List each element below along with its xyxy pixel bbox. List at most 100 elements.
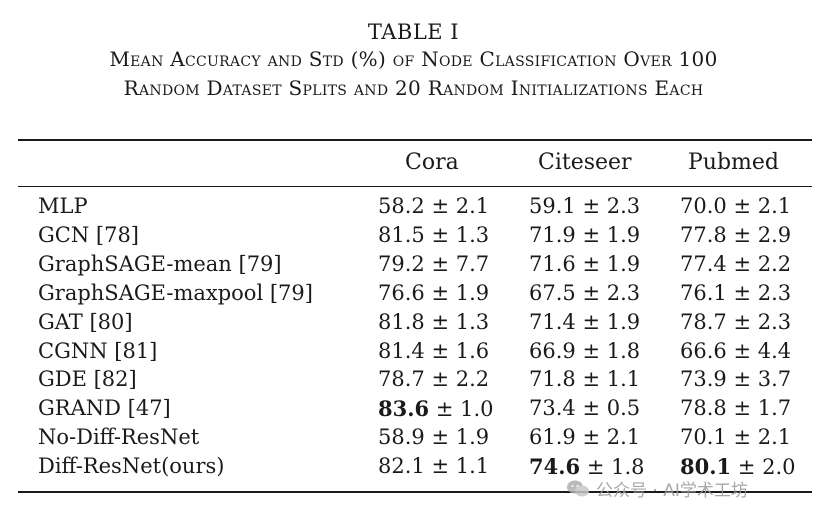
mean-value: 71.4 xyxy=(529,309,576,334)
wechat-icon xyxy=(567,480,589,496)
citeseer-value: 59.1 ± 2.3 xyxy=(529,194,640,218)
std-value: 1.9 xyxy=(455,280,490,305)
std-value: 2.1 xyxy=(757,425,792,450)
mean-value: 74.6 xyxy=(529,454,581,480)
method-name: GraphSAGE-mean [79] xyxy=(38,251,282,276)
cora-value: 81.5 ± 1.3 xyxy=(378,223,489,247)
pubmed-value: 73.9 ± 3.7 xyxy=(680,367,791,391)
cora-value: 78.7 ± 2.2 xyxy=(378,367,489,391)
mean-value: 76.6 xyxy=(378,280,425,305)
std-value: 2.1 xyxy=(757,194,792,218)
mean-value: 58.2 xyxy=(378,194,425,218)
plus-minus-symbol: ± xyxy=(431,454,450,479)
method-name: MLP xyxy=(38,194,88,218)
std-value: 1.9 xyxy=(455,425,490,450)
pubmed-value: 78.8 ± 1.7 xyxy=(680,396,791,420)
mean-value: 70.1 xyxy=(680,425,727,450)
plus-minus-symbol: ± xyxy=(733,280,752,305)
std-value: 1.0 xyxy=(460,397,494,422)
table-row: No-Diff-ResNet 58.9 ± 1.9 61.9 ± 2.1 70.1 ±… xyxy=(0,425,827,454)
std-value: 1.3 xyxy=(455,309,490,334)
cora-value: 76.6 ± 1.9 xyxy=(378,281,489,305)
std-value: 1.1 xyxy=(455,454,490,479)
citeseer-value: 71.8 ± 1.1 xyxy=(529,367,640,391)
mean-value: 78.8 xyxy=(680,396,727,421)
citeseer-value: 66.9 ± 1.8 xyxy=(529,339,640,363)
mean-value: 79.2 xyxy=(378,251,425,276)
table-row: GCN [78] 81.5 ± 1.3 71.9 ± 1.9 77.8 ± 2.9 xyxy=(0,223,827,252)
table-row: CGNN [81] 81.4 ± 1.6 66.9 ± 1.8 66.6 ± 4.4 xyxy=(0,339,827,368)
std-value: 1.6 xyxy=(455,338,490,363)
cora-value: 83.6 ± 1.0 xyxy=(378,396,494,421)
mean-value: 81.5 xyxy=(378,222,425,247)
pubmed-value: 78.7 ± 2.3 xyxy=(680,310,791,334)
method-name: GAT [80] xyxy=(38,309,133,334)
plus-minus-symbol: ± xyxy=(737,455,756,480)
citeseer-value: 71.9 ± 1.9 xyxy=(529,223,640,247)
std-value: 1.9 xyxy=(606,309,641,334)
pubmed-value: 70.0 ± 2.1 xyxy=(680,194,791,218)
mean-value: 82.1 xyxy=(378,454,425,479)
std-value: 1.9 xyxy=(606,251,641,276)
plus-minus-symbol: ± xyxy=(733,251,752,276)
plus-minus-symbol: ± xyxy=(582,309,601,334)
mean-value: 71.9 xyxy=(529,222,576,247)
mean-value: 81.4 xyxy=(378,338,425,363)
std-value: 2.1 xyxy=(455,194,490,218)
plus-minus-symbol: ± xyxy=(733,425,752,450)
mean-value: 58.9 xyxy=(378,425,425,450)
cora-value: 58.2 ± 2.1 xyxy=(378,194,489,218)
mean-value: 67.5 xyxy=(529,280,576,305)
plus-minus-symbol: ± xyxy=(733,309,752,334)
citeseer-value: 61.9 ± 2.1 xyxy=(529,425,640,449)
plus-minus-symbol: ± xyxy=(582,367,601,392)
pubmed-value: 77.8 ± 2.9 xyxy=(680,223,791,247)
std-value: 2.9 xyxy=(757,222,792,247)
plus-minus-symbol: ± xyxy=(586,455,605,480)
cora-value: 82.1 ± 1.1 xyxy=(378,454,489,478)
bottom-rule xyxy=(18,491,812,493)
std-value: 1.1 xyxy=(606,367,641,392)
cora-value: 81.4 ± 1.6 xyxy=(378,339,489,363)
std-value: 1.3 xyxy=(455,222,490,247)
plus-minus-symbol: ± xyxy=(431,194,450,218)
std-value: 2.0 xyxy=(762,455,796,480)
table-row: GDE [82] 78.7 ± 2.2 71.8 ± 1.1 73.9 ± 3.7 xyxy=(0,367,827,396)
plus-minus-symbol: ± xyxy=(582,251,601,276)
citeseer-value: 71.6 ± 1.9 xyxy=(529,252,640,276)
mean-value: 78.7 xyxy=(378,367,425,392)
plus-minus-symbol: ± xyxy=(431,309,450,334)
method-name: GDE [82] xyxy=(38,367,137,392)
pubmed-value: 66.6 ± 4.4 xyxy=(680,339,791,363)
std-value: 2.1 xyxy=(606,425,641,450)
table-row: Diff-ResNet(ours) 82.1 ± 1.1 74.6 ± 1.8 80.… xyxy=(0,454,827,483)
watermark-text: 公众号 · AI学术工坊 xyxy=(596,481,748,501)
method-name: GCN [78] xyxy=(38,222,140,247)
plus-minus-symbol: ± xyxy=(431,280,450,305)
table-label: TABLE I xyxy=(367,20,460,44)
cora-value: 79.2 ± 7.7 xyxy=(378,252,489,276)
plus-minus-symbol: ± xyxy=(582,338,601,363)
plus-minus-symbol: ± xyxy=(733,338,752,363)
mean-value: 71.8 xyxy=(529,367,576,392)
plus-minus-symbol: ± xyxy=(733,367,752,392)
mean-value: 71.6 xyxy=(529,251,576,276)
table-row: GRAND [47] 83.6 ± 1.0 73.4 ± 0.5 78.8 ± 1.7 xyxy=(0,396,827,425)
header-citeseer: Citeseer xyxy=(538,150,632,175)
std-value: 2.3 xyxy=(606,194,641,218)
citeseer-value: 71.4 ± 1.9 xyxy=(529,310,640,334)
std-value: 1.7 xyxy=(757,396,792,421)
mean-value: 83.6 xyxy=(378,396,430,422)
plus-minus-symbol: ± xyxy=(582,194,601,218)
watermark: 公众号 · AI学术工坊 xyxy=(566,476,748,501)
plus-minus-symbol: ± xyxy=(431,425,450,450)
plus-minus-symbol: ± xyxy=(431,251,450,276)
mean-value: 61.9 xyxy=(529,425,576,450)
citeseer-value: 67.5 ± 2.3 xyxy=(529,281,640,305)
mean-value: 81.8 xyxy=(378,309,425,334)
plus-minus-symbol: ± xyxy=(435,397,454,422)
pubmed-value: 70.1 ± 2.1 xyxy=(680,425,791,449)
method-name: No-Diff-ResNet xyxy=(38,425,200,450)
std-value: 2.2 xyxy=(455,367,490,392)
plus-minus-symbol: ± xyxy=(733,222,752,247)
